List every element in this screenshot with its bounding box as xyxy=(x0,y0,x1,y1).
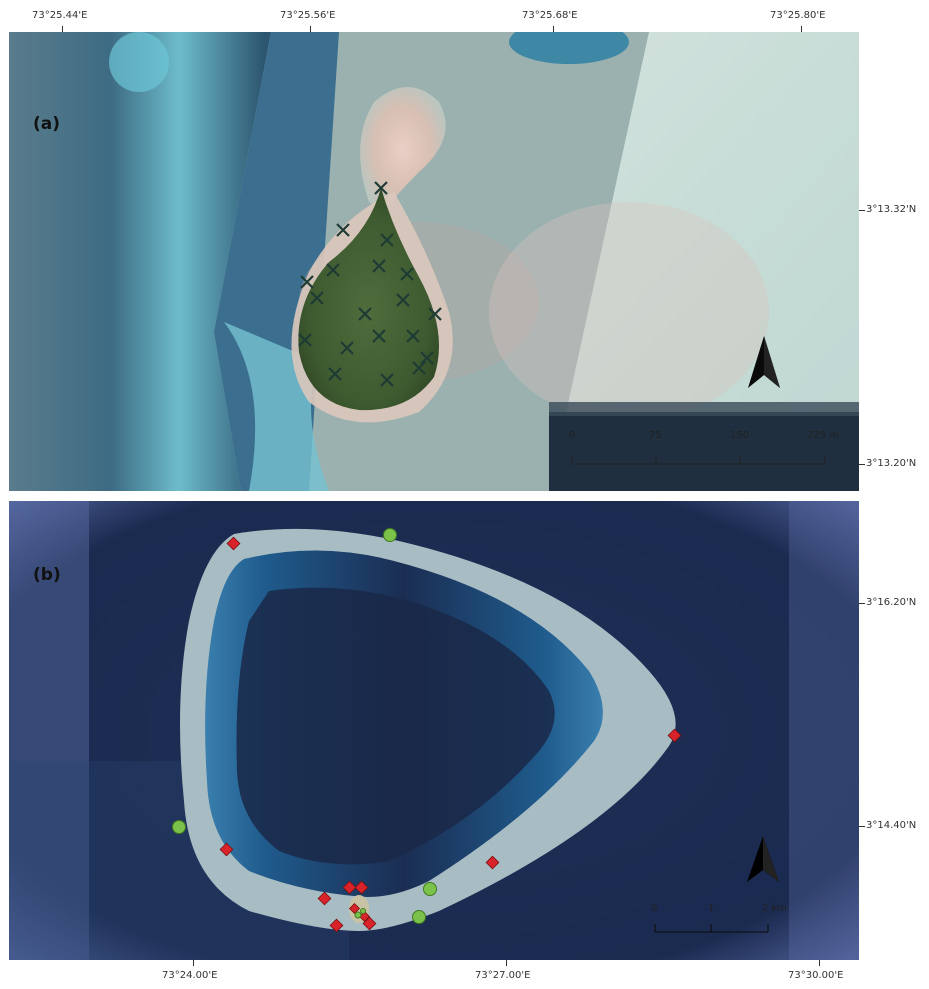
scale-tick-label: 75 xyxy=(649,430,662,441)
frame-tick xyxy=(819,960,820,966)
latitude-label: 3°13.32'N xyxy=(866,204,917,215)
red-diamond-marker xyxy=(354,880,369,895)
x-marker xyxy=(328,367,342,381)
red-diamond-marker xyxy=(342,880,357,895)
panel-a-imagery: 0 75 150 225 m xyxy=(9,32,859,491)
red-diamond-marker xyxy=(219,842,234,857)
scale-end-label: 2 km xyxy=(762,903,787,914)
island-vegetation xyxy=(298,188,439,411)
red-diamond-marker xyxy=(226,536,241,551)
latitude-label: 3°13.20'N xyxy=(866,458,917,469)
latitude-label: 3°14.40'N xyxy=(866,820,917,831)
x-marker xyxy=(300,275,314,289)
frame-tick xyxy=(859,603,865,604)
x-marker xyxy=(336,223,350,237)
frame-tick xyxy=(859,210,865,211)
scale-tick-label: 0 xyxy=(651,903,657,914)
longitude-label: 73°27.00'E xyxy=(475,970,531,981)
x-marker xyxy=(412,361,426,375)
frame-tick xyxy=(859,464,865,465)
longitude-label: 73°25.68'E xyxy=(522,10,578,21)
red-diamond-marker xyxy=(348,902,361,915)
x-marker xyxy=(396,293,410,307)
red-diamond-marker xyxy=(317,891,332,906)
panel-label: (b) xyxy=(33,565,61,585)
x-marker xyxy=(406,329,420,343)
x-marker xyxy=(372,259,386,273)
x-marker xyxy=(420,351,434,365)
green-circle-marker xyxy=(423,882,437,896)
frame-tick xyxy=(193,960,194,966)
x-marker xyxy=(298,333,312,347)
frame-tick xyxy=(62,26,63,32)
longitude-label: 73°24.00'E xyxy=(162,970,218,981)
latitude-label: 3°16.20'N xyxy=(866,597,917,608)
frame-tick xyxy=(859,826,865,827)
panel-b-imagery: 0 1 2 km xyxy=(9,501,859,960)
x-marker xyxy=(380,373,394,387)
x-marker xyxy=(428,307,442,321)
longitude-label: 73°25.44'E xyxy=(32,10,88,21)
x-marker xyxy=(372,329,386,343)
red-diamond-marker xyxy=(362,916,377,931)
longitude-label: 73°25.80'E xyxy=(770,10,826,21)
red-markers xyxy=(219,536,682,933)
x-marker xyxy=(340,341,354,355)
panel-label: (a) xyxy=(33,114,61,134)
scale-tick-label: 150 xyxy=(730,430,749,441)
red-diamond-marker xyxy=(358,910,371,923)
scale-bar xyxy=(654,924,769,933)
green-circle-marker xyxy=(412,910,426,924)
x-marker xyxy=(326,263,340,277)
x-marker xyxy=(380,233,394,247)
green-circle-marker xyxy=(354,911,362,919)
longitude-label: 73°25.56'E xyxy=(280,10,336,21)
red-diamond-marker xyxy=(485,855,500,870)
scale-end-label: 225 m xyxy=(807,430,839,441)
green-circle-marker xyxy=(383,528,397,542)
x-marker xyxy=(310,291,324,305)
frame-tick xyxy=(553,26,554,32)
scale-tick-label: 0 xyxy=(569,430,575,441)
scale-tick-label: 1 xyxy=(708,903,714,914)
red-diamond-marker xyxy=(329,918,344,933)
longitude-label: 73°30.00'E xyxy=(788,970,844,981)
red-diamond-marker xyxy=(667,728,682,743)
scale-bar xyxy=(571,456,826,465)
panel-b-map: 0 1 2 km (b) xyxy=(9,501,859,960)
x-marker xyxy=(400,267,414,281)
green-circle-marker xyxy=(172,820,186,834)
x-marker xyxy=(358,307,372,321)
frame-tick xyxy=(506,960,507,966)
green-circle-marker xyxy=(360,908,366,914)
frame-tick xyxy=(310,26,311,32)
panel-a-map: 0 75 150 225 m (a) xyxy=(9,32,859,491)
green-markers xyxy=(172,528,437,924)
x-marker xyxy=(374,181,388,195)
frame-tick xyxy=(801,26,802,32)
survey-markers xyxy=(298,181,442,387)
